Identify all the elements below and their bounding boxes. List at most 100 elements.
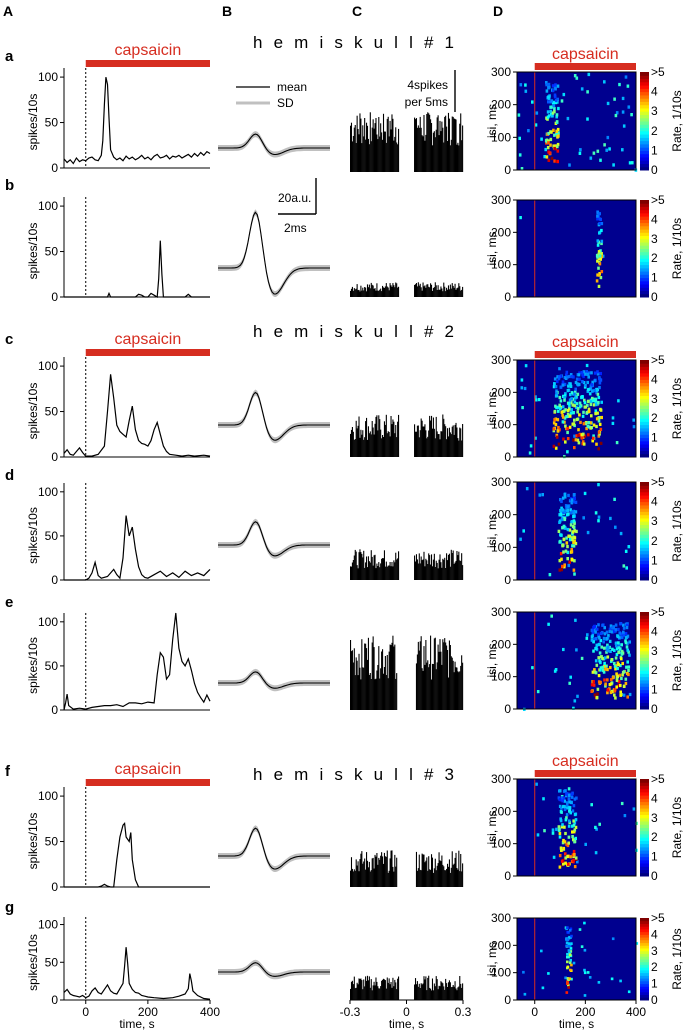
heatmap-cell xyxy=(575,377,579,381)
heatmap-cell xyxy=(569,855,572,859)
heatmap-y-axis-label: isi, ms xyxy=(485,644,499,678)
acg-bin xyxy=(360,679,362,710)
acg-x-axis-label: time, s xyxy=(389,1017,424,1031)
colorbar-segment xyxy=(640,81,649,86)
colorbar-segment xyxy=(640,382,649,387)
heatmap-cell xyxy=(541,986,545,990)
acg-bin xyxy=(366,291,368,297)
acg-bin xyxy=(425,287,427,297)
heatmap-cell xyxy=(592,151,596,155)
heatmap-cell xyxy=(635,942,639,945)
heatmap-cell xyxy=(596,392,600,396)
acg-bin xyxy=(368,284,370,297)
heatmap-cell xyxy=(567,797,571,801)
acg-bin xyxy=(439,860,441,887)
heatmap-cell xyxy=(604,682,607,686)
y-tick-label: 100 xyxy=(38,199,58,213)
heatmap-cell xyxy=(563,565,566,569)
heatmap-cell xyxy=(598,381,602,385)
acg-bin xyxy=(430,554,433,580)
heatmap-cell xyxy=(568,935,571,939)
heatmap-cell xyxy=(562,796,566,800)
acg-bin xyxy=(443,282,445,297)
acg-bin xyxy=(374,854,376,887)
acg-bin xyxy=(384,980,386,1000)
acg-bin xyxy=(457,438,459,457)
heatmap-cell xyxy=(598,273,601,277)
heatmap-cell xyxy=(568,534,571,538)
heatmap-cell xyxy=(559,817,562,821)
heatmap-cell xyxy=(594,401,597,405)
colorbar-segment xyxy=(640,859,649,864)
heatmap-cell xyxy=(559,512,563,516)
acg-bin xyxy=(450,867,452,887)
acg-bin xyxy=(375,568,377,580)
heatmap-cell xyxy=(624,681,628,686)
heatmap-cell xyxy=(605,630,609,634)
heatmap-cell xyxy=(614,696,617,700)
acg-bin xyxy=(388,290,390,297)
heatmap-cell xyxy=(627,990,631,994)
y-axis-label: spikes/10s xyxy=(26,637,40,694)
heatmap-cell xyxy=(573,865,577,869)
heatmap-cell xyxy=(588,976,592,979)
heatmap-cell xyxy=(620,643,623,647)
colorbar-segment xyxy=(640,660,649,665)
acg-scalebar-label-bottom: per 5ms xyxy=(405,95,448,109)
colorbar-segment xyxy=(640,101,649,106)
colorbar-segment xyxy=(640,983,649,987)
heatmap-cell xyxy=(627,672,630,677)
colorbar-segment xyxy=(640,437,649,442)
heatmap-background xyxy=(517,918,636,1000)
heatmap-cell xyxy=(625,645,629,649)
heatmap-cell xyxy=(586,403,589,407)
heatmap-cell xyxy=(606,668,609,672)
colorbar-segment xyxy=(640,450,649,455)
heatmap-cell xyxy=(595,279,599,283)
acg-bin xyxy=(453,287,455,297)
acg-bin xyxy=(448,859,450,887)
heatmap-cell xyxy=(527,129,530,133)
heatmap-cell xyxy=(519,216,522,220)
heatmap-cell xyxy=(583,971,587,975)
heatmap-cell xyxy=(613,693,616,697)
heatmap-cell xyxy=(574,618,577,622)
heatmap-cell xyxy=(607,649,610,653)
acg-bin xyxy=(380,855,382,887)
colorbar-segment xyxy=(640,934,649,938)
heatmap-cell xyxy=(569,958,572,962)
acg-bin xyxy=(414,431,417,457)
rate-trace xyxy=(64,515,211,581)
autocorrelogram-c xyxy=(350,414,464,457)
heatmap-cell xyxy=(544,147,547,152)
colorbar-segment xyxy=(640,869,649,874)
acg-bin xyxy=(390,129,392,172)
acg-bin xyxy=(375,856,377,887)
acg-bin xyxy=(378,857,380,887)
acg-bin xyxy=(352,984,354,1000)
colorbar-segment xyxy=(640,271,649,275)
acg-bin xyxy=(365,287,367,297)
acg-bin xyxy=(445,642,447,710)
acg-bin xyxy=(432,288,434,297)
waveform-mean xyxy=(218,962,330,977)
acg-bin xyxy=(372,427,374,457)
heatmap-cell xyxy=(604,684,607,688)
acg-bin xyxy=(444,424,446,457)
colorbar-tick-label: 0 xyxy=(651,993,658,1007)
acg-bin xyxy=(350,857,353,887)
acg-bin xyxy=(454,857,456,887)
acg-bin xyxy=(460,561,462,580)
acg-bin xyxy=(392,419,394,457)
acg-bin xyxy=(381,651,383,710)
heatmap-frame xyxy=(516,917,637,1001)
acg-bin xyxy=(426,990,428,1000)
acg-bin xyxy=(438,434,440,457)
colorbar-segment xyxy=(640,453,649,458)
acg-bin xyxy=(359,667,361,710)
colorbar-segment xyxy=(640,801,649,806)
heatmap-cell xyxy=(604,646,608,650)
acg-bin xyxy=(353,869,355,887)
heatmap-cell xyxy=(599,249,602,253)
